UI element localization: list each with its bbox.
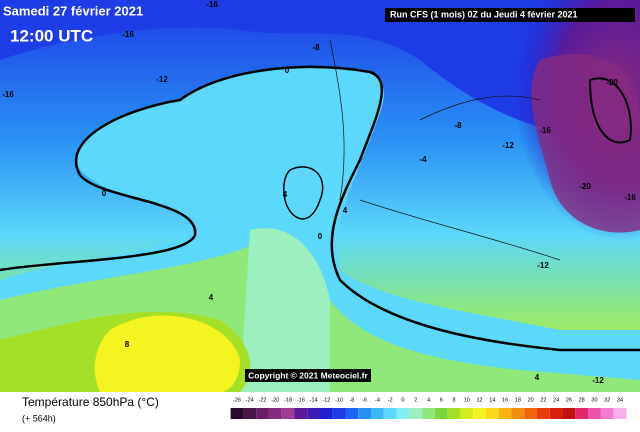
scale-swatch — [294, 408, 308, 419]
scale-swatch — [230, 408, 244, 419]
scale-label: 0 — [401, 397, 404, 403]
contour-label: -4 — [419, 155, 427, 164]
scale-label: 22 — [540, 397, 546, 403]
scale-label: -10 — [335, 397, 343, 403]
scale-label: 18 — [515, 397, 521, 403]
scale-label: -16 — [297, 397, 305, 403]
contour-label: -8 — [312, 43, 320, 52]
contour-label: 4 — [343, 206, 348, 215]
scale-swatch — [537, 408, 550, 419]
scale-swatch — [383, 408, 397, 419]
map-date: Samedi 27 février 2021 — [3, 3, 143, 18]
map — [0, 0, 640, 392]
contour-label: -20 — [579, 182, 591, 191]
contour-label: -8 — [454, 121, 462, 130]
scale-label: -6 — [362, 397, 367, 403]
scale-label: -2 — [388, 397, 393, 403]
scale-label: -14 — [310, 397, 318, 403]
scale-swatch — [575, 408, 589, 419]
scale-label: -12 — [322, 397, 330, 403]
scale-swatch — [600, 408, 614, 419]
scale-swatch — [434, 408, 448, 419]
scale-label: 24 — [553, 397, 559, 403]
map-time: 12:00 UTC — [10, 26, 93, 45]
contour-label: -16 — [2, 90, 14, 99]
contour-label: -12 — [502, 141, 514, 150]
scale-swatch — [345, 408, 359, 419]
contour-label: 0 — [102, 189, 107, 198]
contour-label: -16 — [122, 30, 134, 39]
scale-label: 20 — [528, 397, 534, 403]
scale-swatch — [562, 408, 576, 419]
contour-label: -20 — [606, 78, 618, 87]
scale-swatch — [473, 408, 486, 419]
scale-label: -26 — [233, 397, 241, 403]
contour-label: 8 — [125, 340, 130, 349]
scale-label: 12 — [477, 397, 483, 403]
scale-swatch — [256, 408, 269, 419]
scale-label: 26 — [566, 397, 572, 403]
scale-swatch — [281, 408, 295, 419]
copyright-box — [245, 369, 371, 382]
contour-label: -16 — [206, 0, 218, 9]
scale-label: -20 — [271, 397, 279, 403]
contour-label: -12 — [156, 75, 168, 84]
copyright: Copyright © 2021 Meteociel.fr — [248, 370, 368, 380]
scale-swatch — [358, 408, 372, 419]
contour-label: -12 — [592, 376, 604, 385]
contour-label: -12 — [537, 261, 549, 270]
scale-label: 30 — [591, 397, 597, 403]
scale-swatch — [243, 408, 257, 419]
scale-swatch — [319, 408, 333, 419]
scale-label: 14 — [489, 397, 495, 403]
scale-label: 6 — [440, 397, 443, 403]
scale-swatch — [332, 408, 346, 419]
color-scale: -26 -24 -22 -20 -18 -16 -14 -12 -10 -8 -6 -4 -2 0 2 4 6 8… — [230, 397, 627, 419]
scale-label: -4 — [375, 397, 380, 403]
lead-time: (+ 564h) — [22, 413, 56, 423]
scale-swatch — [588, 408, 601, 419]
contour-label: 4 — [535, 373, 540, 382]
contour-label: 0 — [318, 232, 323, 241]
scale-label: 32 — [604, 397, 610, 403]
scale-label: 4 — [427, 397, 430, 403]
scale-label: 34 — [617, 397, 623, 403]
scale-swatch — [307, 408, 320, 419]
scale-label: 8 — [453, 397, 456, 403]
contour-label: 4 — [209, 293, 214, 302]
contour-label: -16 — [539, 126, 551, 135]
scale-swatch — [460, 408, 474, 419]
scale-label: 10 — [464, 397, 470, 403]
scale-label: 28 — [579, 397, 585, 403]
scale-label: -18 — [284, 397, 292, 403]
scale-swatch — [511, 408, 525, 419]
scale-label: -24 — [246, 397, 254, 403]
scale-swatch — [396, 408, 410, 419]
scale-swatch — [447, 408, 461, 419]
scale-swatch — [485, 408, 499, 419]
scale-swatch — [549, 408, 563, 419]
scale-swatch — [422, 408, 435, 419]
scale-label: 16 — [502, 397, 508, 403]
contour-label: 0 — [285, 66, 290, 75]
contour-label: 4 — [283, 190, 288, 199]
parameter: Température 850hPa (°C) — [22, 395, 159, 409]
scale-swatch — [268, 408, 282, 419]
scale-swatch — [371, 408, 384, 419]
scale-swatch — [498, 408, 512, 419]
scale-label: 2 — [414, 397, 417, 403]
contour-labels: -16 -16 -8 0 -12 -16 -20 -8 -16 -12 -4 0 4 -20 -16 4 0 -1… — [2, 0, 636, 385]
contour-label: -16 — [624, 193, 636, 202]
scale-swatch — [524, 408, 538, 419]
scale-swatch — [613, 408, 627, 419]
run-box — [385, 8, 635, 22]
run-info: Run CFS (1 mois) 0Z du Jeudi 4 février 2… — [390, 9, 578, 19]
scale-label: -22 — [259, 397, 267, 403]
scale-swatch — [409, 408, 423, 419]
scale-label: -8 — [349, 397, 354, 403]
